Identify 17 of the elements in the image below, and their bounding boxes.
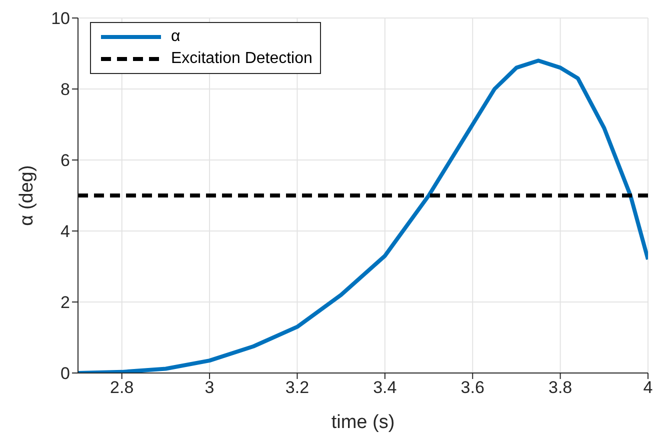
x-tick-label: 2.8	[110, 378, 134, 398]
x-tick-label: 3	[204, 378, 214, 398]
legend-label: α	[171, 27, 180, 47]
y-tick-label: 8	[60, 80, 70, 100]
x-axis-title: time (s)	[331, 412, 395, 433]
x-tick-label: 3.2	[285, 378, 310, 398]
y-tick-label: 0	[60, 364, 70, 384]
legend-label: Excitation Detection	[171, 49, 312, 69]
x-tick-label: 4	[643, 378, 653, 398]
x-tick-label: 3.4	[373, 378, 397, 398]
y-axis-title: α (deg)	[16, 165, 38, 226]
y-tick-label: 10	[51, 9, 70, 28]
x-tick-label: 3.6	[460, 378, 484, 398]
y-tick-label: 2	[60, 293, 70, 312]
x-tick-label: 3.8	[548, 378, 572, 398]
y-tick-label: 4	[60, 222, 70, 242]
y-tick-label: 6	[60, 151, 70, 170]
